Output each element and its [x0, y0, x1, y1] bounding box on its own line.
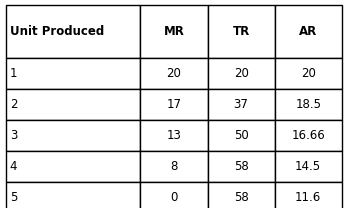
Text: 20: 20 [234, 67, 248, 80]
Text: 3: 3 [10, 129, 17, 142]
Polygon shape [141, 5, 207, 58]
Text: 16.66: 16.66 [291, 129, 325, 142]
Text: AR: AR [299, 25, 317, 38]
Text: 4: 4 [10, 160, 17, 173]
Text: 17: 17 [166, 98, 182, 111]
Polygon shape [207, 120, 275, 151]
Text: 50: 50 [234, 129, 248, 142]
Polygon shape [141, 151, 207, 182]
Polygon shape [6, 58, 141, 89]
Text: 37: 37 [234, 98, 248, 111]
Text: 58: 58 [234, 191, 248, 204]
Polygon shape [6, 182, 141, 208]
Polygon shape [141, 58, 207, 89]
Polygon shape [6, 89, 141, 120]
Polygon shape [141, 120, 207, 151]
Text: MR: MR [164, 25, 184, 38]
Polygon shape [207, 5, 275, 58]
Text: 13: 13 [167, 129, 181, 142]
Text: 14.5: 14.5 [295, 160, 321, 173]
Polygon shape [275, 5, 342, 58]
Text: 2: 2 [10, 98, 17, 111]
Text: TR: TR [232, 25, 250, 38]
Polygon shape [275, 89, 342, 120]
Polygon shape [141, 182, 207, 208]
Text: 58: 58 [234, 160, 248, 173]
Polygon shape [6, 151, 141, 182]
Text: 8: 8 [170, 160, 178, 173]
Polygon shape [207, 182, 275, 208]
Polygon shape [6, 5, 141, 58]
Polygon shape [207, 58, 275, 89]
Text: 11.6: 11.6 [295, 191, 321, 204]
Polygon shape [275, 58, 342, 89]
Text: 20: 20 [167, 67, 181, 80]
Polygon shape [275, 182, 342, 208]
Polygon shape [141, 89, 207, 120]
Polygon shape [275, 120, 342, 151]
Text: 20: 20 [301, 67, 316, 80]
Polygon shape [275, 151, 342, 182]
Polygon shape [207, 151, 275, 182]
Text: Unit Produced: Unit Produced [10, 25, 104, 38]
Polygon shape [6, 120, 141, 151]
Text: 1: 1 [10, 67, 17, 80]
Text: 18.5: 18.5 [295, 98, 321, 111]
Text: 0: 0 [170, 191, 178, 204]
Polygon shape [207, 89, 275, 120]
Text: 5: 5 [10, 191, 17, 204]
